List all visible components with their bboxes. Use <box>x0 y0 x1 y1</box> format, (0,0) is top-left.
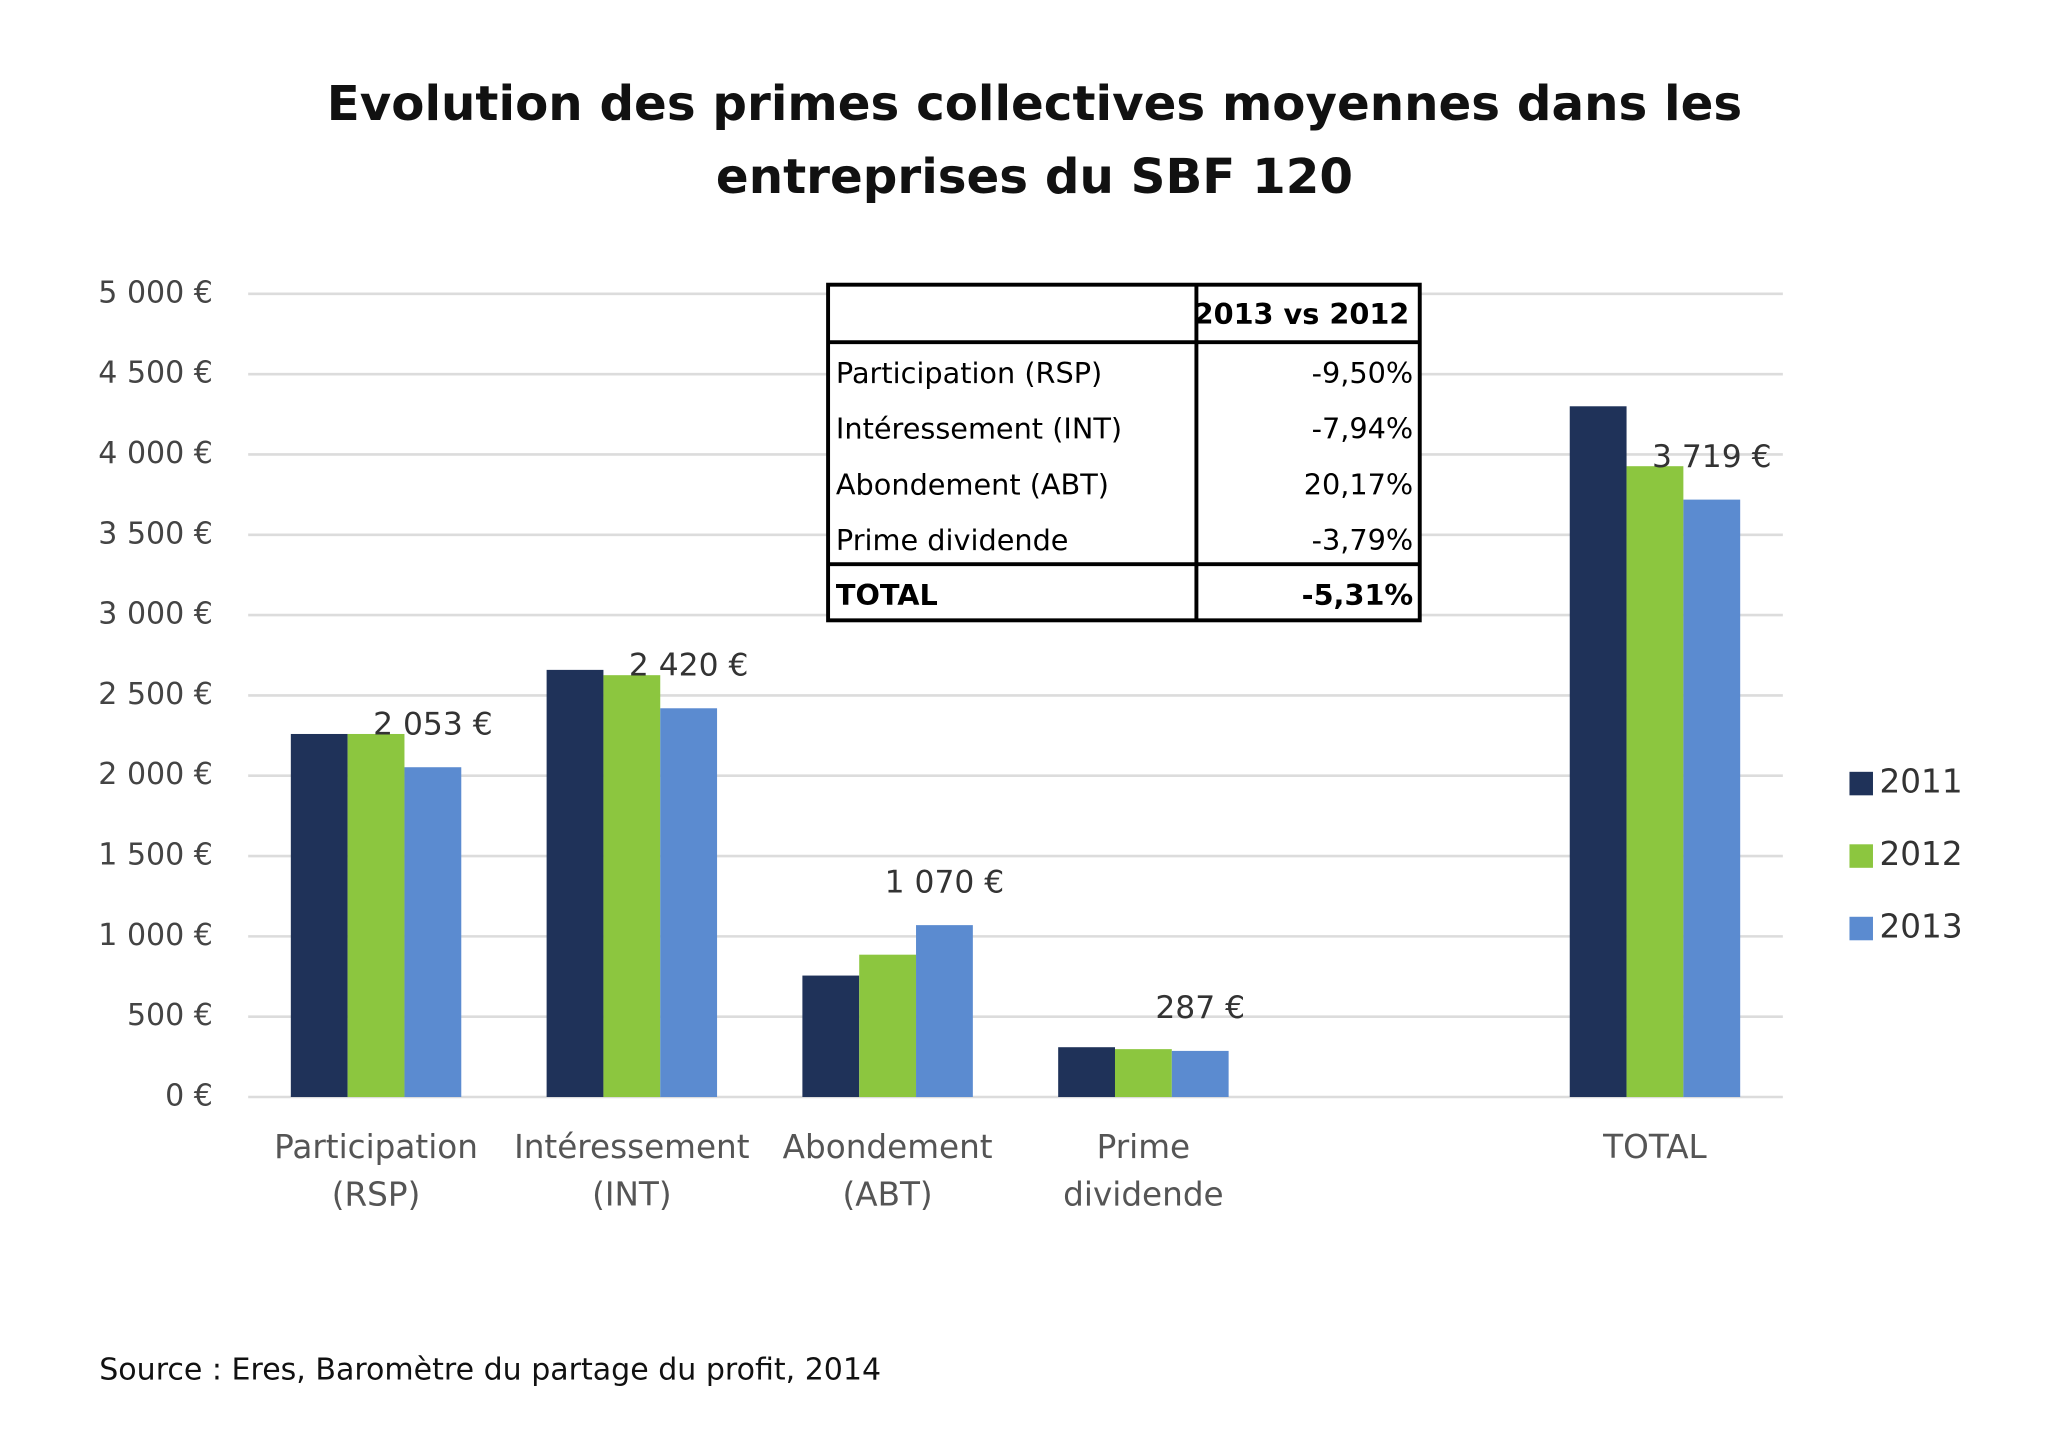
table-row-label: Intéressement (INT) <box>836 412 1122 446</box>
bar <box>1569 406 1627 1098</box>
bar <box>802 975 860 1098</box>
bar <box>290 733 348 1098</box>
bar <box>859 954 917 1098</box>
y-tick-label: 2 000 € <box>98 757 213 792</box>
data-label: 3 719 € <box>1652 439 1772 475</box>
bar <box>1058 1047 1115 1098</box>
table-total-value: -5,31% <box>1302 578 1414 612</box>
table-row-label: Abondement (ABT) <box>836 467 1109 501</box>
table-total-label: TOTAL <box>836 578 938 612</box>
legend-swatch <box>1849 916 1873 941</box>
chart-title: entreprises du SBF 120 <box>716 149 1353 205</box>
table-row-value: -7,94% <box>1312 412 1414 446</box>
table-row-value: -9,50% <box>1312 356 1414 390</box>
x-tick-label: (RSP) <box>332 1175 421 1213</box>
x-tick-label: dividende <box>1063 1175 1223 1213</box>
table-row-label: Prime dividende <box>836 523 1069 557</box>
chart-title: Evolution des primes collectives moyenne… <box>327 76 1742 132</box>
x-tick-label: TOTAL <box>1602 1128 1707 1166</box>
table-row-value: 20,17% <box>1304 467 1414 501</box>
y-tick-label: 0 € <box>165 1079 213 1114</box>
legend-label: 2013 <box>1880 908 1963 946</box>
data-label: 2 420 € <box>629 647 749 683</box>
bar <box>347 733 405 1098</box>
y-tick-label: 4 500 € <box>98 356 213 391</box>
bar <box>603 675 661 1098</box>
bar <box>660 708 718 1098</box>
y-tick-label: 2 500 € <box>98 677 213 712</box>
legend-label: 2012 <box>1880 835 1963 873</box>
table-frame <box>826 282 1422 623</box>
y-tick-label: 4 000 € <box>98 436 213 471</box>
bar <box>1171 1050 1229 1098</box>
x-tick-label: Prime <box>1097 1128 1190 1166</box>
data-label: 287 € <box>1155 990 1245 1026</box>
bar <box>1114 1049 1172 1098</box>
data-label: 2 053 € <box>373 706 493 742</box>
bar <box>1626 466 1684 1098</box>
y-tick-label: 3 500 € <box>98 516 213 551</box>
bar <box>404 767 462 1098</box>
x-tick-label: Participation <box>274 1128 478 1166</box>
y-tick-label: 1 000 € <box>98 918 213 953</box>
y-tick-label: 5 000 € <box>98 275 213 310</box>
legend-label: 2011 <box>1880 763 1963 801</box>
bar <box>546 669 604 1098</box>
data-label: 1 070 € <box>885 864 1005 900</box>
y-tick-label: 500 € <box>127 998 213 1033</box>
x-tick-label: Abondement <box>783 1128 993 1166</box>
source-note: Source : Eres, Baromètre du partage du p… <box>99 1353 881 1388</box>
x-tick-label: (INT) <box>592 1175 671 1213</box>
y-tick-label: 1 500 € <box>98 838 213 873</box>
y-tick-label: 3 000 € <box>98 597 213 632</box>
x-tick-label: Intéressement <box>514 1128 750 1166</box>
legend-swatch <box>1849 844 1873 868</box>
x-tick-label: (ABT) <box>843 1175 933 1213</box>
legend-swatch <box>1849 771 1873 796</box>
bar <box>916 925 973 1098</box>
bar <box>1683 499 1741 1098</box>
table-header: 2013 vs 2012 <box>1194 297 1410 331</box>
table-row-value: -3,79% <box>1312 523 1414 557</box>
table-row-label: Participation (RSP) <box>836 356 1102 390</box>
